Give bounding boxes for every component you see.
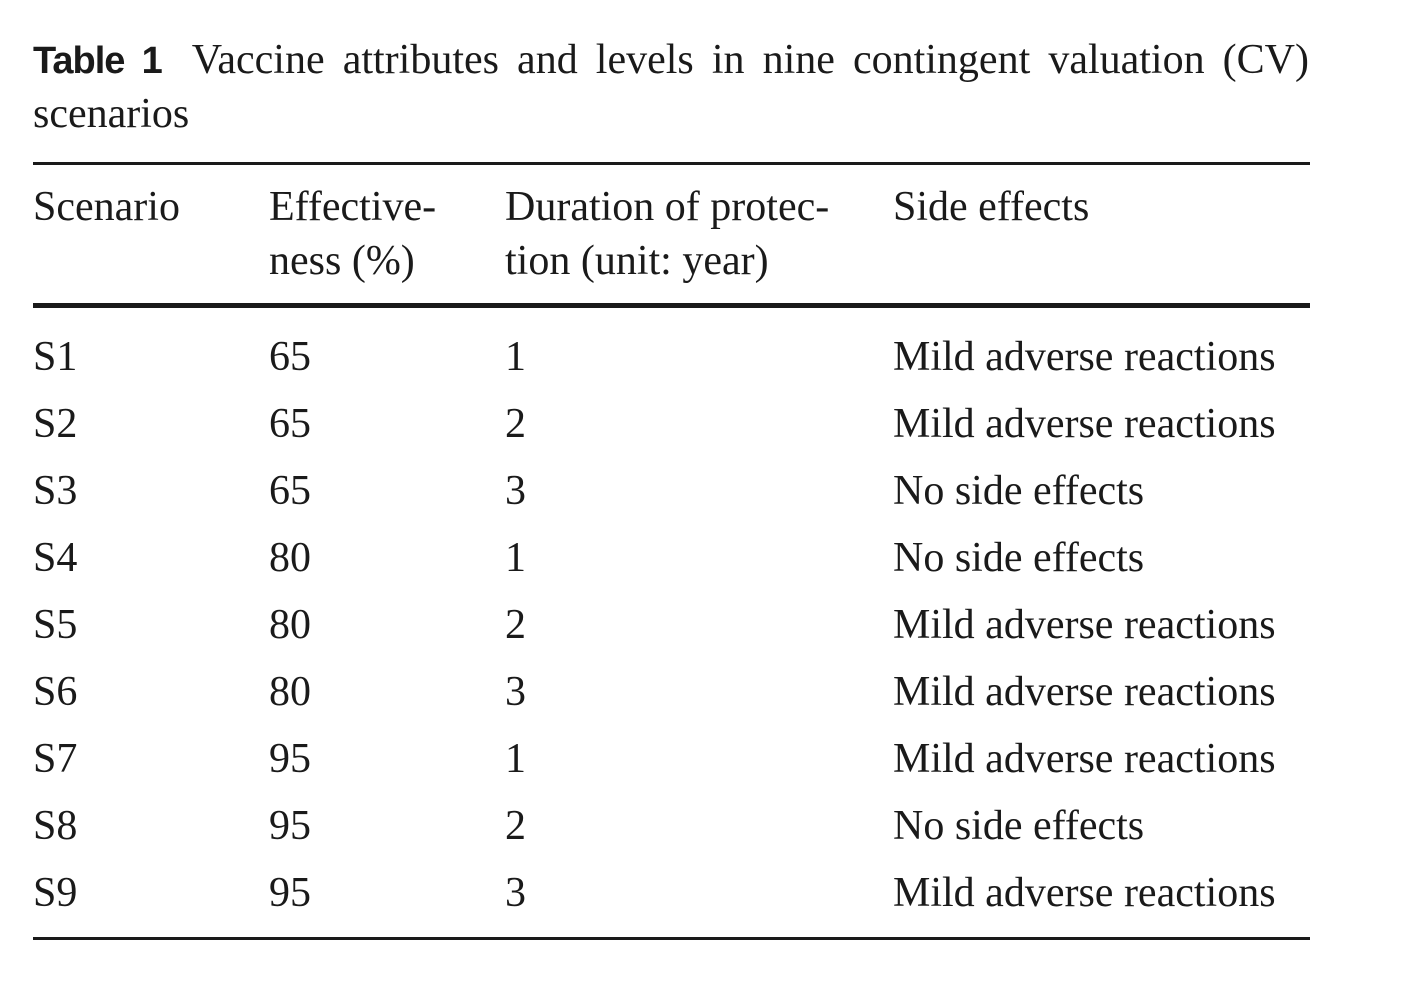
- cell-scenario: S6: [33, 669, 78, 715]
- column-header-scenario: Scenario: [33, 180, 180, 234]
- cell-side-effects: Mild adverse reactions: [893, 870, 1276, 916]
- cell-scenario: S3: [33, 468, 78, 514]
- cell-effectiveness: 65: [269, 334, 311, 380]
- table-row: S6 80 3 Mild adverse reactions: [0, 659, 1401, 726]
- cell-duration: 2: [505, 803, 526, 849]
- cell-scenario: S1: [33, 334, 78, 380]
- column-header-duration: Duration of protec- tion (unit: year): [505, 180, 829, 288]
- cell-side-effects: Mild adverse reactions: [893, 401, 1276, 447]
- cell-side-effects: Mild adverse reactions: [893, 602, 1276, 648]
- table-bottom-rule: [33, 937, 1310, 940]
- column-header-side-effects: Side effects: [893, 180, 1089, 234]
- table-row: S5 80 2 Mild adverse reactions: [0, 592, 1401, 659]
- cell-scenario: S8: [33, 803, 78, 849]
- cell-effectiveness: 80: [269, 602, 311, 648]
- cell-side-effects: No side effects: [893, 535, 1145, 581]
- cell-side-effects: No side effects: [893, 468, 1145, 514]
- table-caption-text: Vaccine attributes and levels in nine co…: [33, 37, 1309, 137]
- cell-effectiveness: 95: [269, 736, 311, 782]
- cell-duration: 2: [505, 401, 526, 447]
- cell-duration: 1: [505, 334, 526, 380]
- table-row: S4 80 1 No side effects: [0, 525, 1401, 592]
- table-row: S9 95 3 Mild adverse reactions: [0, 860, 1401, 927]
- cell-side-effects: Mild adverse reactions: [893, 334, 1276, 380]
- cell-duration: 1: [505, 736, 526, 782]
- header-line: tion (unit: year): [505, 238, 769, 284]
- cell-effectiveness: 65: [269, 468, 311, 514]
- cell-effectiveness: 80: [269, 669, 311, 715]
- cell-duration: 2: [505, 602, 526, 648]
- header-line: Duration of protec-: [505, 184, 830, 230]
- cell-duration: 1: [505, 535, 526, 581]
- table-caption: Table 1 Vaccine attributes and levels in …: [33, 34, 1309, 141]
- header-line: Side effects: [893, 184, 1090, 230]
- cell-scenario: S9: [33, 870, 78, 916]
- cell-effectiveness: 80: [269, 535, 311, 581]
- cell-scenario: S7: [33, 736, 78, 782]
- cell-scenario: S2: [33, 401, 78, 447]
- cell-effectiveness: 65: [269, 401, 311, 447]
- cell-duration: 3: [505, 870, 526, 916]
- header-line: ness (%): [269, 238, 415, 284]
- cell-effectiveness: 95: [269, 803, 311, 849]
- header-line: Scenario: [33, 184, 180, 230]
- table-top-rule: [33, 162, 1310, 165]
- cell-effectiveness: 95: [269, 870, 311, 916]
- cell-side-effects: No side effects: [893, 803, 1145, 849]
- cell-scenario: S5: [33, 602, 78, 648]
- table-header-rule: [33, 303, 1310, 308]
- table-row: S1 65 1 Mild adverse reactions: [0, 324, 1401, 391]
- table-row: S3 65 3 No side effects: [0, 458, 1401, 525]
- table-row: S8 95 2 No side effects: [0, 793, 1401, 860]
- cell-scenario: S4: [33, 535, 78, 581]
- table-label: Table 1: [33, 40, 163, 82]
- table-row: S7 95 1 Mild adverse reactions: [0, 726, 1401, 793]
- cell-side-effects: Mild adverse reactions: [893, 736, 1276, 782]
- cell-side-effects: Mild adverse reactions: [893, 669, 1276, 715]
- cell-duration: 3: [505, 669, 526, 715]
- column-header-effectiveness: Effective- ness (%): [269, 180, 436, 288]
- header-line: Effective-: [269, 184, 437, 230]
- cell-duration: 3: [505, 468, 526, 514]
- table-row: S2 65 2 Mild adverse reactions: [0, 391, 1401, 458]
